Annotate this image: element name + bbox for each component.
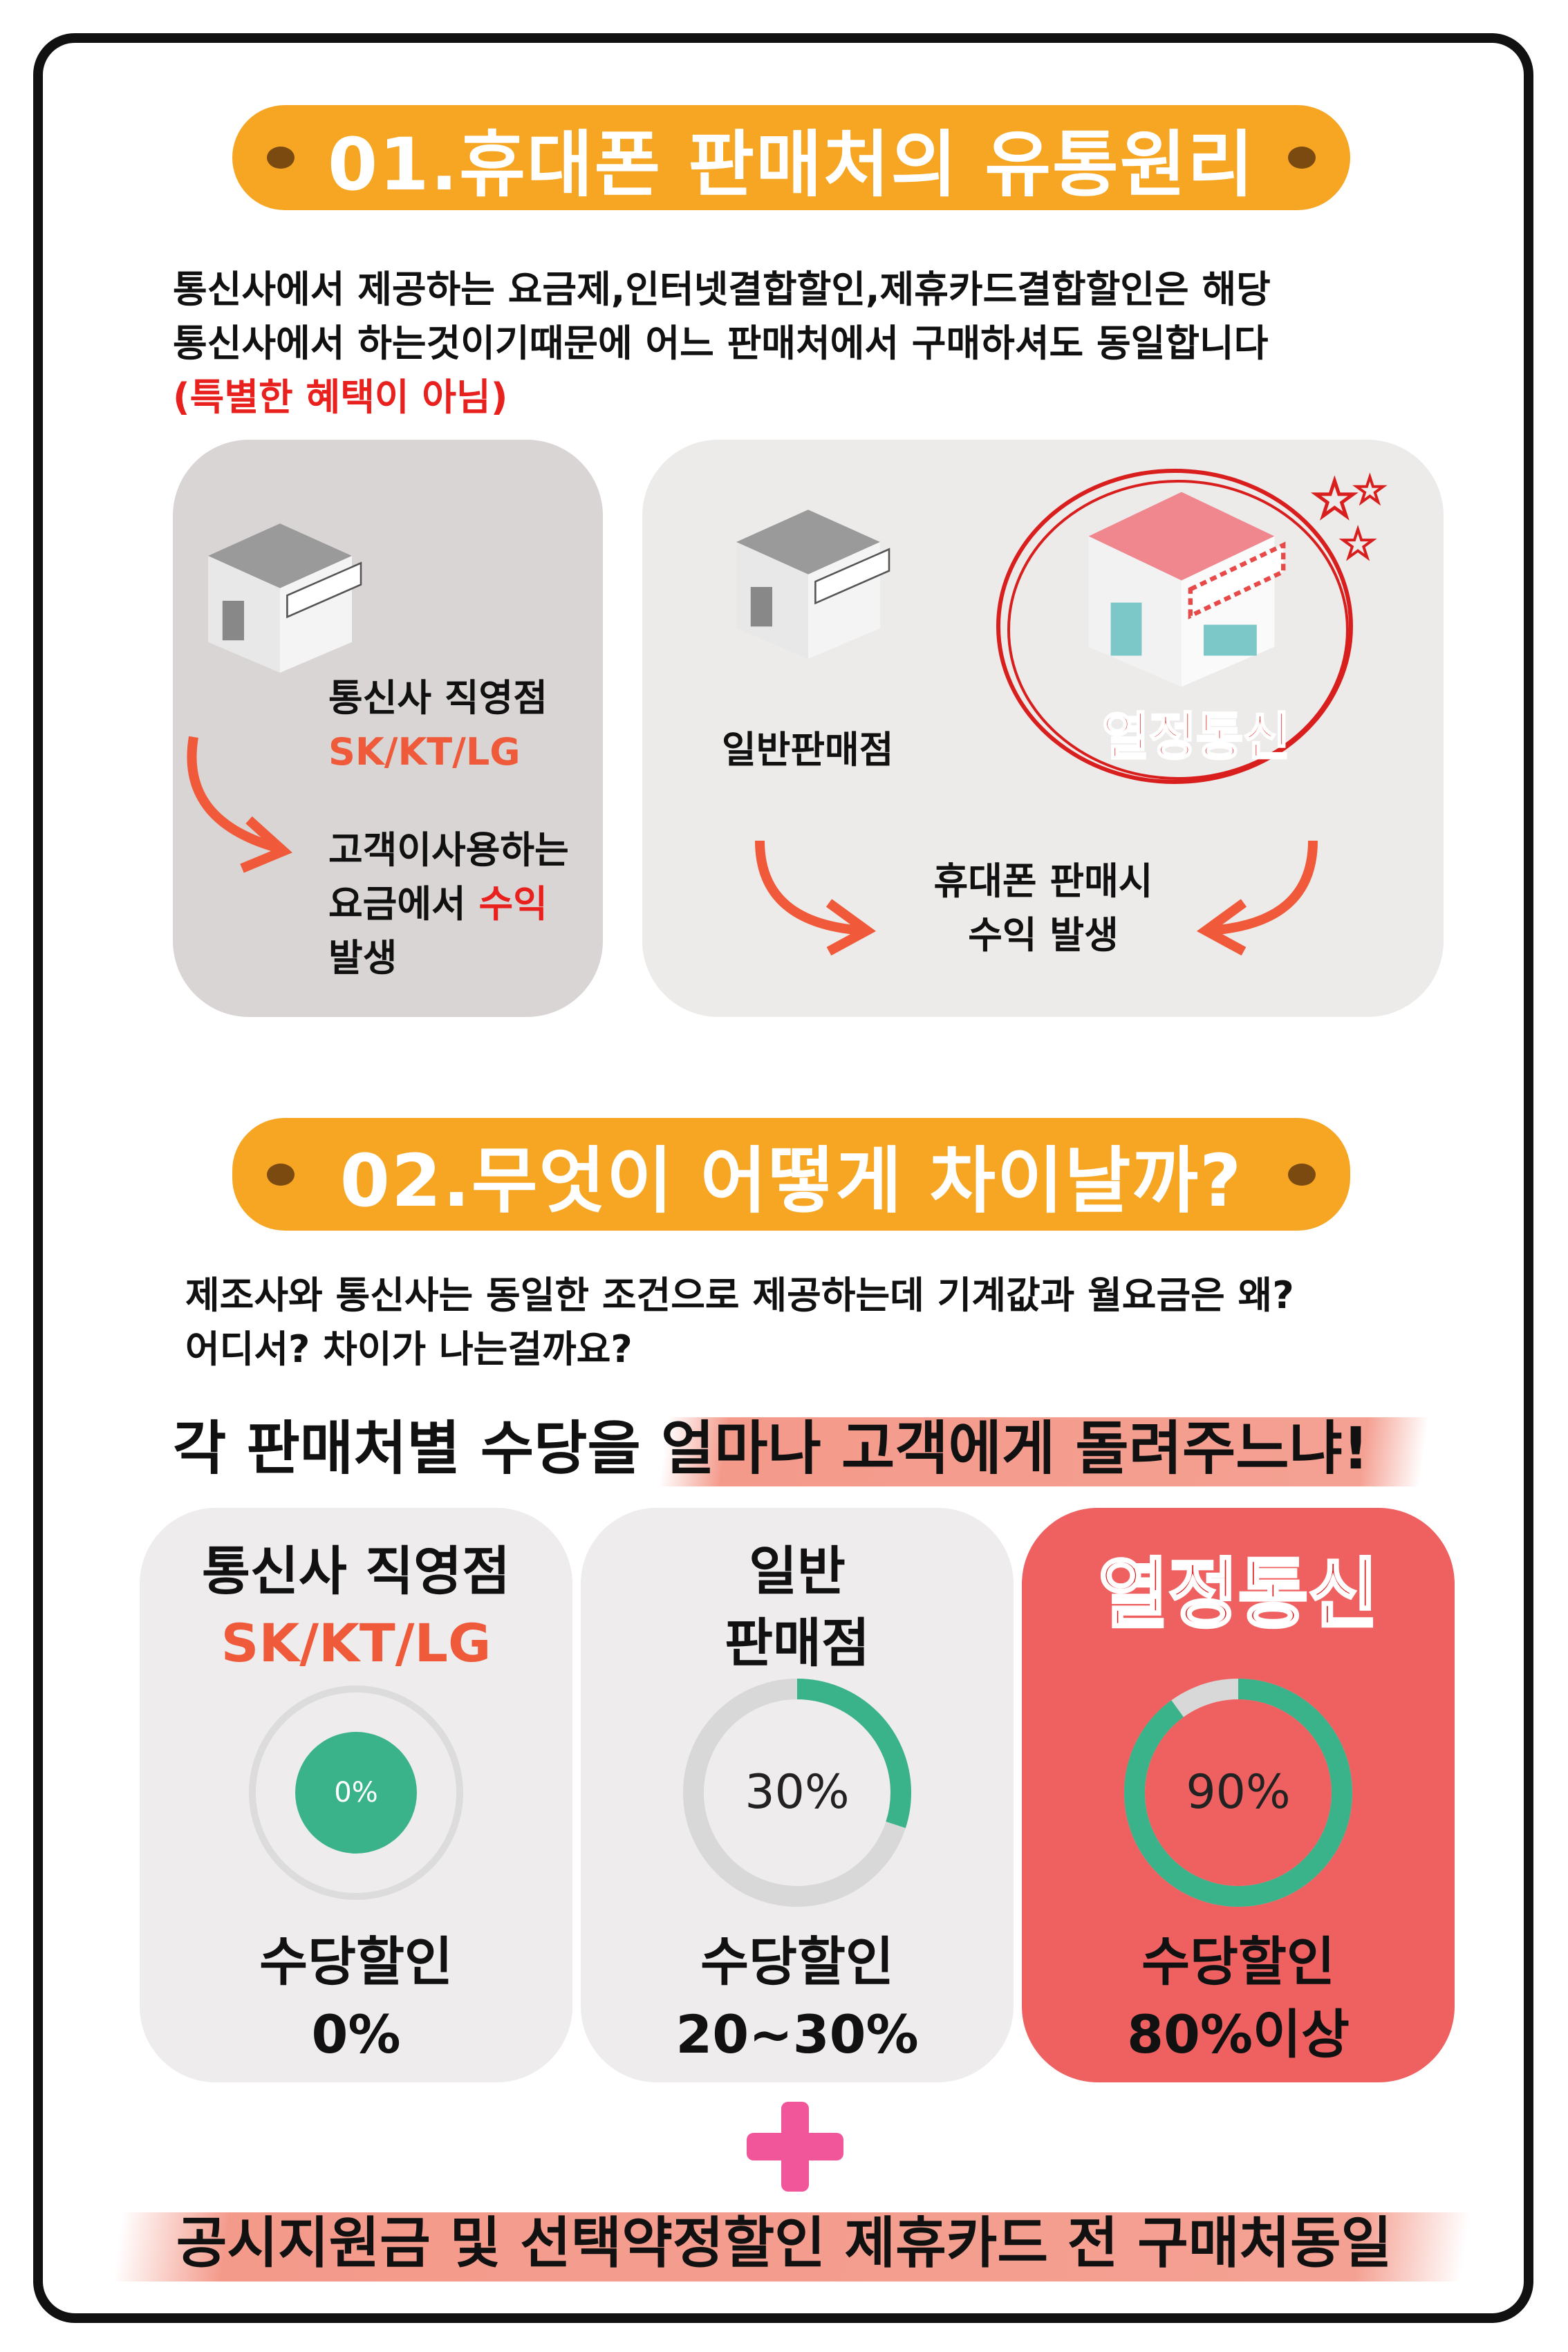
desc-line: 요금에서	[328, 882, 479, 926]
highlight-circle: ★ ★ ★	[996, 469, 1387, 784]
gray-store-icon	[736, 510, 890, 659]
pink-store-icon	[1088, 492, 1286, 687]
svg-text:★: ★	[1313, 471, 1356, 528]
profit-highlight: 수익	[478, 882, 548, 926]
card-subtitle: 판매점	[725, 1612, 870, 1674]
discount-card: 통신사 직영점 SK/KT/LG 0% 수당할인 0%	[140, 1508, 572, 2082]
section1-description: 통신사에서 제공하는 요금제,인터넷결합할인,제휴카드결합할인은 해당 통신사에…	[173, 263, 1271, 424]
general-store-label: 일반판매점	[722, 728, 894, 772]
desc-line: 발생	[328, 936, 398, 980]
section2-title: 02.무엇이 어떻게 차이날까?	[339, 1139, 1243, 1223]
donut-value-arc	[1124, 1679, 1352, 1907]
curved-arrow-icon	[1196, 840, 1318, 956]
description-line: 제조사와 통신사는 동일한 조건으로 제공하는데 기계값과 월요금은 왜?	[185, 1273, 1294, 1317]
description-line: 통신사에서 하는것이기때문에 어느 판매처에서 구매하셔도 동일합니다	[173, 321, 1269, 365]
desc-line: 휴대폰 판매시	[933, 859, 1153, 903]
description-line: 통신사에서 제공하는 요금제,인터넷결합할인,제휴카드결합할인은 해당	[173, 268, 1271, 311]
direct-store-card: 통신사 직영점 SK/KT/LG 고객이사용하는 요금에서 수익 발생	[173, 440, 603, 1017]
donut-chart	[249, 1686, 463, 1900]
brand-label: 열정통신	[1101, 707, 1291, 768]
card-subtitle: SK/KT/LG	[221, 1612, 492, 1674]
donut-value-mark	[295, 1732, 417, 1854]
card-discount-value: 20~30%	[675, 2004, 919, 2065]
card-discount-value: 0%	[311, 2004, 401, 2065]
card-discount-value: 80%이상	[1127, 2004, 1350, 2065]
discount-card: 열정통신 90% 수당할인 80%이상	[1022, 1508, 1455, 2082]
donut-chart	[683, 1679, 911, 1907]
curved-arrow-icon	[187, 736, 292, 873]
banner-dot	[267, 1164, 295, 1186]
svg-text:★: ★	[1341, 522, 1375, 567]
direct-store-desc: 고객이사용하는 요금에서 수익 발생	[328, 823, 569, 985]
card-title: 일반	[749, 1540, 846, 1602]
section1-title-banner: 01.휴대폰 판매처의 유통원리	[232, 105, 1350, 210]
svg-text:★: ★	[1354, 470, 1385, 510]
section2-headline: 각 판매처별 수당을 얼마나 고객에게 돌려주느냐!	[173, 1415, 1370, 1482]
retail-profit-desc: 휴대폰 판매시 수익 발생	[905, 855, 1182, 962]
card-title: 통신사 직영점	[202, 1540, 510, 1602]
desc-line: 고객이사용하는	[328, 828, 569, 872]
section2-title-banner: 02.무엇이 어떻게 차이날까?	[232, 1118, 1350, 1231]
donut-value-arc	[683, 1679, 911, 1907]
donut-chart	[1124, 1679, 1352, 1907]
direct-store-name: 통신사 직영점	[328, 676, 548, 720]
banner-dot	[1288, 1164, 1316, 1186]
discount-card: 일반 판매점 30% 수당할인 20~30%	[581, 1508, 1014, 2082]
banner-dot	[1288, 147, 1316, 169]
carrier-names: SK/KT/LG	[328, 730, 521, 774]
description-line: 어디서? 차이가 나는걸까요?	[185, 1327, 633, 1371]
card-caption: 수당할인	[700, 1931, 894, 1992]
card-title: 열정통신	[1097, 1549, 1380, 1640]
donut-percent-label: 30%	[745, 1765, 850, 1820]
desc-line: 수익 발생	[968, 913, 1119, 957]
plus-icon	[747, 2102, 843, 2192]
retail-compare-card: 일반판매점 ★ ★ ★ 열정통신 휴대폰 판매시 수익 발생	[642, 440, 1444, 1017]
outer-frame	[33, 33, 1533, 2323]
curved-arrow-icon	[755, 840, 877, 956]
description-note: (특별한 혜택이 아님)	[173, 375, 508, 419]
section1-title: 01.휴대폰 판매처의 유통원리	[327, 122, 1256, 207]
donut-percent-label: 0%	[334, 1777, 378, 1809]
donut-percent-label: 90%	[1186, 1765, 1291, 1820]
gray-store-icon	[208, 523, 362, 673]
banner-dot	[267, 147, 295, 169]
card-caption: 수당할인	[259, 1931, 453, 1992]
section2-description: 제조사와 통신사는 동일한 조건으로 제공하는데 기계값과 월요금은 왜? 어디…	[185, 1269, 1294, 1376]
footer-statement: 공시지원금 및 선택약정할인 제휴카드 전 구매처동일	[176, 2211, 1392, 2275]
card-caption: 수당할인	[1141, 1931, 1335, 1992]
